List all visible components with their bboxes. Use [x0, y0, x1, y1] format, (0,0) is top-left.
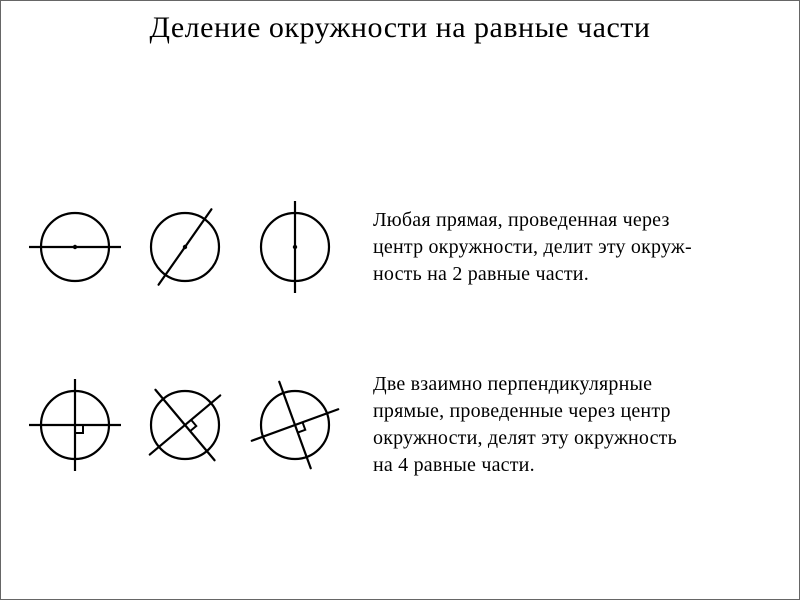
diagram-r2-3: [249, 379, 341, 471]
row2-diagrams: [29, 379, 341, 471]
diagram-r1-3: [249, 201, 341, 293]
row2-description: Две взаимно перпендикулярныепрямые, пров…: [373, 371, 677, 479]
diagram-r1-2: [139, 201, 231, 293]
row-1: Любая прямая, проведенная черезцентр окр…: [29, 201, 771, 293]
row-2: Две взаимно перпендикулярныепрямые, пров…: [29, 371, 771, 479]
diagram-r2-2: [139, 379, 231, 471]
diagram-r2-1: [29, 379, 121, 471]
row1-diagrams: [29, 201, 341, 293]
page-title: Деление окружности на равные части: [1, 11, 799, 45]
diagram-r1-1: [29, 201, 121, 293]
row1-description: Любая прямая, проведенная черезцентр окр…: [373, 207, 692, 288]
